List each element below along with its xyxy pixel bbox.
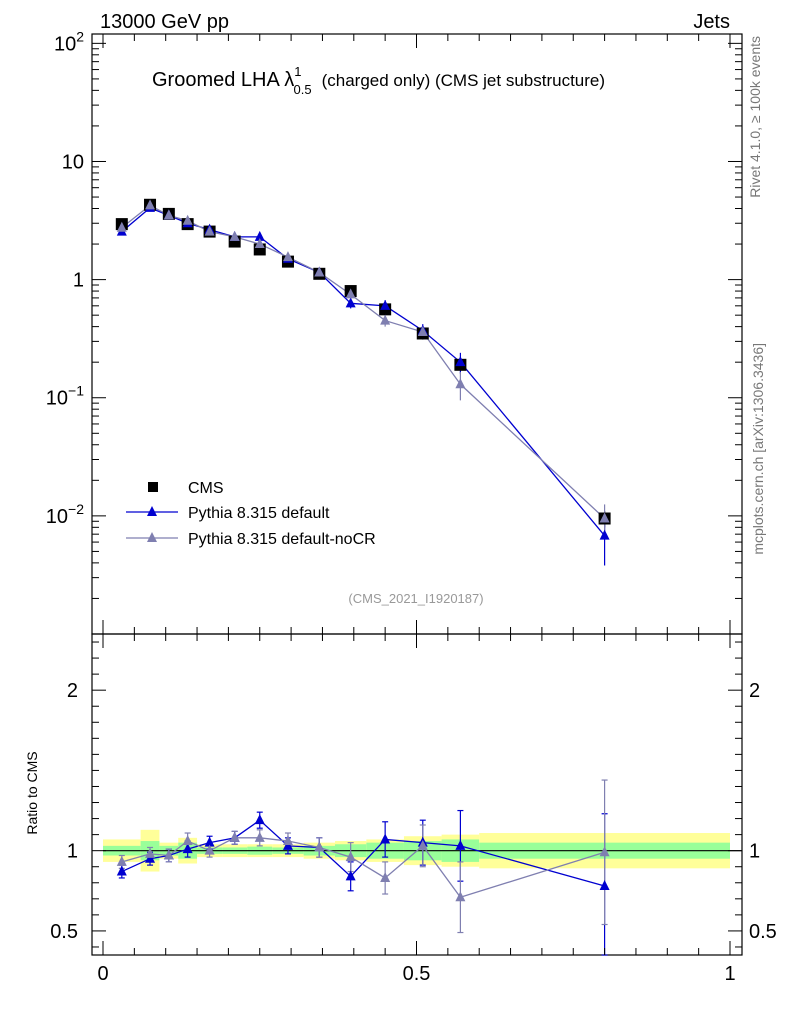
nocr-point <box>599 512 610 523</box>
default-point <box>599 529 610 540</box>
ratio-y-tick-label-right: 2 <box>749 680 760 702</box>
nocr-point <box>455 378 466 389</box>
nocr-point <box>229 230 240 241</box>
x-tick-label: 0.5 <box>403 963 431 985</box>
nocr-point <box>314 266 325 277</box>
header-right: Jets <box>693 11 730 33</box>
ratio-nocr-point <box>455 891 466 902</box>
nocr-point <box>163 209 174 220</box>
nocr-point <box>182 214 193 225</box>
ratio-y-tick-label: 2 <box>67 680 78 702</box>
ratio-nocr-point <box>229 831 240 842</box>
nocr-point <box>380 314 391 325</box>
series-lines <box>121 204 606 898</box>
ratio-y-tick-label-right: 0.5 <box>749 921 777 943</box>
ratio-default-point <box>455 839 466 850</box>
ratio-nocr-point <box>182 835 193 846</box>
y-tick-label: 10−2 <box>46 501 84 528</box>
nocr-point <box>282 251 293 262</box>
default-point <box>380 299 391 310</box>
rivet-label: Rivet 4.1.0, ≥ 100k events <box>747 36 763 198</box>
plot-title-suffix: (charged only) (CMS jet substructure) <box>322 71 605 90</box>
ratio-default-point <box>599 879 610 890</box>
ratio-nocr-point <box>145 847 156 858</box>
ratio-ylabel: Ratio to CMS <box>24 751 40 834</box>
data-markers <box>115 198 611 902</box>
header-left: 13000 GeV pp <box>100 11 229 33</box>
analysis-tag: (CMS_2021_I1920187) <box>348 591 483 606</box>
y-tick-label: 10−1 <box>46 383 84 410</box>
main-series-line <box>121 204 606 519</box>
ratio-nocr-point <box>254 831 265 842</box>
ratio-default-point <box>254 814 265 825</box>
ratio-default-point <box>116 865 127 876</box>
y-tick-label: 1 <box>73 270 84 292</box>
ratio-nocr-point <box>116 855 127 866</box>
ratio-nocr-point <box>204 844 215 855</box>
plot-title-sup: 1 <box>294 64 301 79</box>
nocr-point <box>145 199 156 210</box>
legend-cms-label: CMS <box>188 480 224 497</box>
nocr-point <box>204 225 215 236</box>
nocr-point <box>254 238 265 249</box>
ratio-default-point <box>345 870 356 881</box>
x-tick-label: 0 <box>97 963 108 985</box>
plot-title: Groomed LHA λ1 0.5 (charged only) (CMS jet… <box>152 64 605 97</box>
nocr-point <box>417 326 428 337</box>
ratio-nocr-point <box>163 849 174 860</box>
ratio-nocr-point <box>380 871 391 882</box>
ratio-nocr-point <box>417 839 428 850</box>
y-tick-label: 102 <box>54 28 84 55</box>
ratio-series-line <box>121 837 605 898</box>
ratio-y-tick-label: 0.5 <box>50 921 78 943</box>
x-tick-label: 1 <box>724 963 735 985</box>
ratio-y-tick-label-right: 1 <box>749 841 760 863</box>
mcplots-label: mcplots.cern.ch [arXiv:1306.3436] <box>750 343 766 555</box>
legend-default-label: Pythia 8.315 default <box>188 505 330 522</box>
y-tick-label: 10 <box>62 151 84 173</box>
ratio-nocr-point <box>282 835 293 846</box>
ratio-nocr-point <box>345 851 356 862</box>
plot-title-main: Groomed LHA λ <box>152 69 294 91</box>
nocr-point <box>345 288 356 299</box>
ratio-y-tick-label: 1 <box>67 841 78 863</box>
axis-ticks: 102 10 1 10−1 10−2 0 0.5 1 2 2 1 1 0.5 0.5 <box>46 28 777 985</box>
legend-default-marker <box>147 506 157 516</box>
default-point <box>455 356 466 367</box>
nocr-point <box>116 221 127 232</box>
ratio-nocr-point <box>599 846 610 857</box>
legend-nocr-label: Pythia 8.315 default-noCR <box>188 531 376 548</box>
default-point <box>254 230 265 241</box>
ratio-default-point <box>380 833 391 844</box>
legend: CMS Pythia 8.315 default Pythia 8.315 de… <box>126 480 376 548</box>
default-point <box>345 297 356 308</box>
ratio-default-point <box>204 836 215 847</box>
plot-title-sub: 0.5 <box>294 82 312 97</box>
ratio-nocr-point <box>314 841 325 852</box>
legend-cms-marker <box>148 482 158 492</box>
legend-nocr-marker <box>147 532 157 542</box>
ratio-default-point <box>182 843 193 854</box>
ratio-frame <box>91 633 743 956</box>
ratio-series-line <box>121 819 605 887</box>
